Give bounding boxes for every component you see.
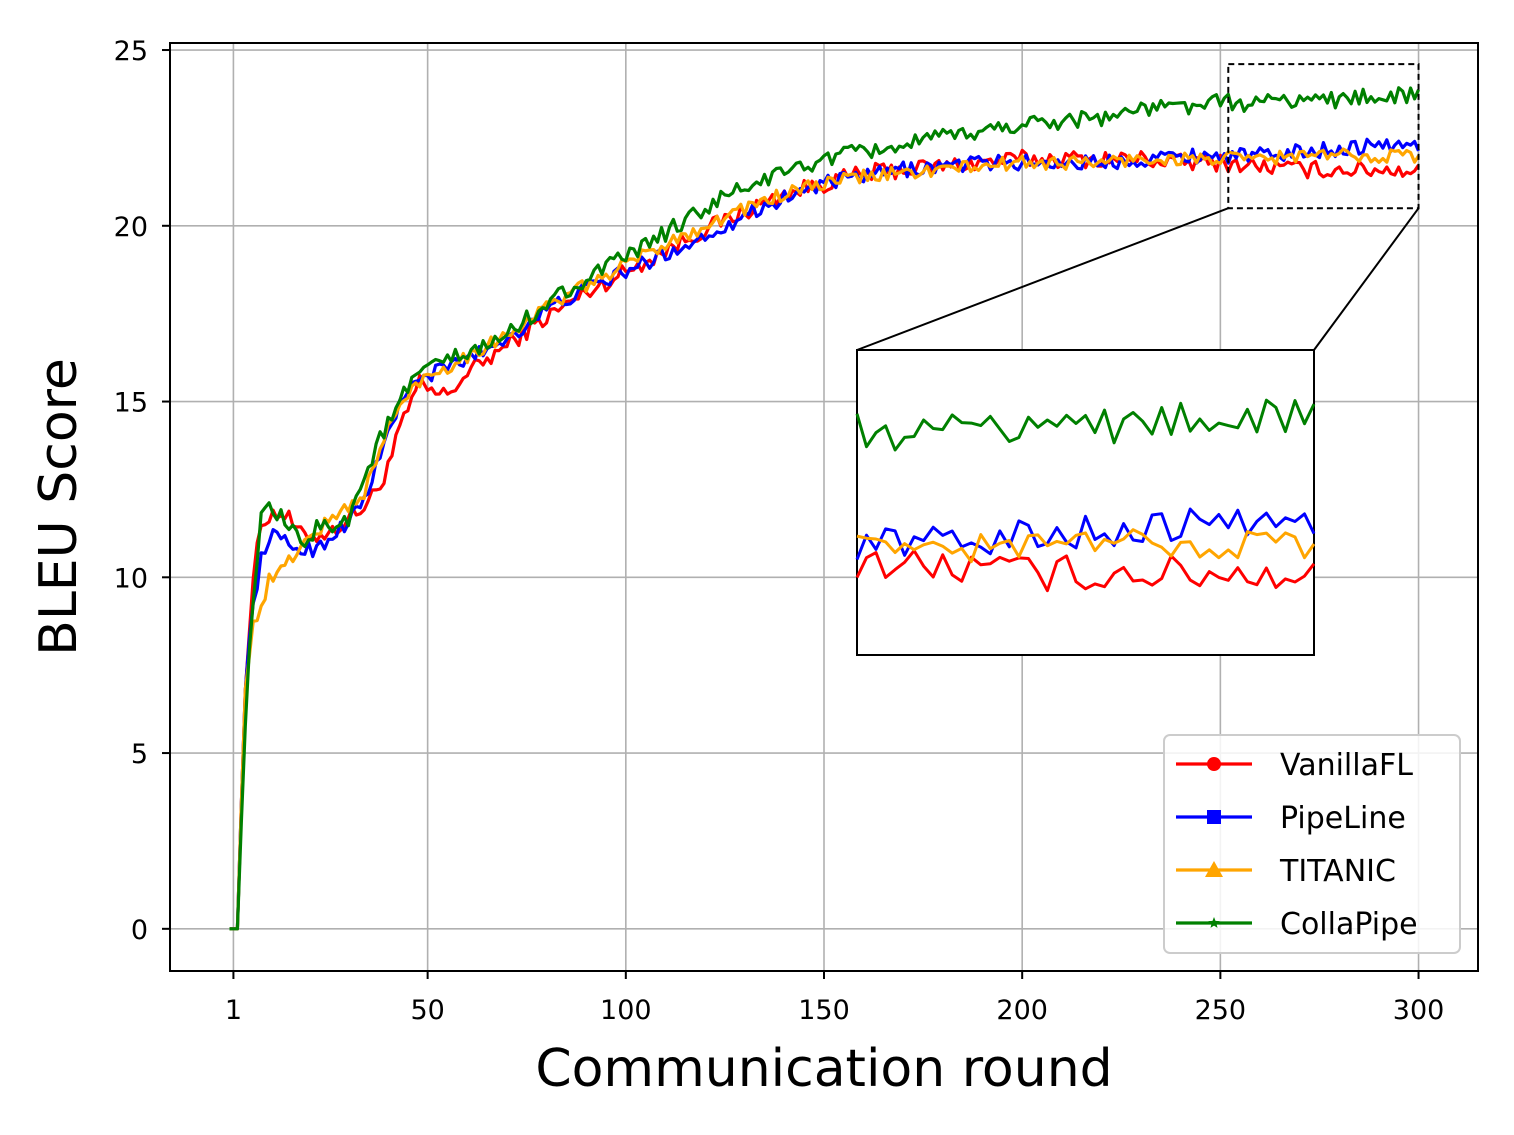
x-tick-label: 100 <box>600 995 652 1026</box>
legend-marker-star <box>1208 917 1220 928</box>
x-tick-label: 200 <box>996 995 1048 1026</box>
series-line-titanic <box>229 147 1420 931</box>
x-tick-label: 300 <box>1393 995 1445 1026</box>
legend-label: PipeLine <box>1280 801 1406 836</box>
x-axis-label: Communication round <box>535 1039 1112 1099</box>
series-layer <box>229 86 1420 931</box>
y-axis-label: BLEU Score <box>29 358 89 656</box>
x-tick-label: 1 <box>225 995 242 1026</box>
y-tick-label: 5 <box>131 739 148 770</box>
legend-label: CollaPipe <box>1280 907 1418 942</box>
legend: VanillaFL PipeLine TITANIC CollaPipe <box>1163 734 1461 954</box>
y-tick-label: 10 <box>114 563 148 594</box>
legend-label: VanillaFL <box>1280 748 1413 783</box>
y-tick-label: 15 <box>114 388 148 419</box>
zoom-indicator <box>1227 63 1420 210</box>
inset-series-line-vanillafl <box>855 549 1316 593</box>
x-tick-label: 250 <box>1195 995 1247 1026</box>
legend-marker-triangle <box>1205 861 1223 877</box>
x-tick-label: 50 <box>410 995 444 1026</box>
series-line-vanillafl <box>229 148 1420 931</box>
inset-frame <box>856 349 1315 656</box>
y-tick-label: 25 <box>114 36 148 67</box>
zoom-connector-line <box>1313 207 1420 351</box>
legend-marker-square <box>1207 810 1221 824</box>
legend-box <box>1163 734 1461 954</box>
legend-label: TITANIC <box>1279 854 1396 889</box>
inset-series-line-titanic <box>856 528 1316 564</box>
inset-series-line-collapipe <box>855 398 1316 452</box>
legend-marker-circle <box>1207 757 1221 771</box>
y-tick-label: 20 <box>114 212 148 243</box>
inset-zoom-panel <box>855 207 1420 656</box>
zoom-source-box <box>1227 63 1420 210</box>
x-tick-label: 150 <box>798 995 850 1026</box>
zoom-connector-line <box>856 207 1229 351</box>
y-tick-label: 0 <box>131 915 148 946</box>
inset-series-line-pipeline <box>855 507 1316 561</box>
series-line-collapipe <box>229 86 1420 931</box>
